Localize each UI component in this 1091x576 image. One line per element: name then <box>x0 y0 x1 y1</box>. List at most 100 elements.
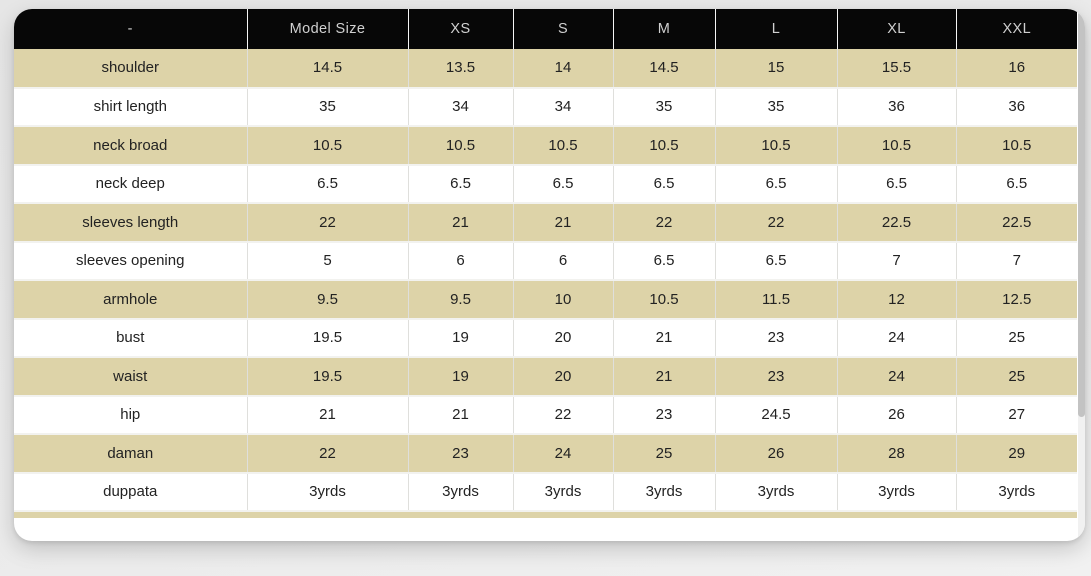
table-cell: 3yrds <box>837 472 957 512</box>
table-cell: 35 <box>247 87 409 127</box>
table-cell: 25 <box>613 434 716 474</box>
table-cell: 3yrds <box>715 472 838 512</box>
table-cell: 23 <box>715 357 838 397</box>
table-cell: 3yrds <box>247 472 409 512</box>
table-cell: 22 <box>715 203 838 243</box>
table-cell: 24 <box>837 318 957 358</box>
table-cell: 10.5 <box>247 126 409 166</box>
table-cell: 20 <box>513 357 614 397</box>
table-cell: 19 <box>408 318 514 358</box>
table-cell: 6.5 <box>956 164 1077 204</box>
table-cell: 34 <box>513 87 614 127</box>
row-label: daman <box>14 434 248 474</box>
row-label: bust <box>14 318 248 358</box>
table-cell: 27 <box>956 395 1077 435</box>
table-cell: 26 <box>715 434 838 474</box>
column-header-xl: XL <box>837 9 957 49</box>
row-label: duppata <box>14 472 248 512</box>
table-row-waist: waist 19.5 19 20 21 23 24 25 <box>14 357 1077 397</box>
table-cell: 23 <box>715 318 838 358</box>
table-cell: 14.5 <box>247 49 409 89</box>
size-chart-scroll-area[interactable]: - Model Size XS S M L XL XXL shoulder 14.5 13.5 14… <box>14 9 1078 541</box>
table-cell: 21 <box>613 357 716 397</box>
table-cell: 24.5 <box>715 395 838 435</box>
row-label: neck broad <box>14 126 248 166</box>
table-cell: 20 <box>513 318 614 358</box>
header-row: - Model Size XS S M L XL XXL <box>14 9 1077 49</box>
table-cell: 21 <box>247 395 409 435</box>
table-cell: 6.5 <box>513 164 614 204</box>
table-cell: 22.5 <box>837 203 957 243</box>
table-cell: 10.5 <box>408 126 514 166</box>
table-cell: 22.5 <box>956 203 1077 243</box>
row-label: neck deep <box>14 164 248 204</box>
table-row-neck-deep: neck deep 6.5 6.5 6.5 6.5 6.5 6.5 6.5 <box>14 164 1077 204</box>
table-cell: 29 <box>956 434 1077 474</box>
table-row-armhole: armhole 9.5 9.5 10 10.5 11.5 12 12.5 <box>14 280 1077 320</box>
vertical-scrollbar-thumb[interactable] <box>1078 11 1085 417</box>
size-chart-table: - Model Size XS S M L XL XXL shoulder 14.5 13.5 14… <box>14 9 1077 512</box>
table-cell: 11.5 <box>715 280 838 320</box>
table-row-shoulder: shoulder 14.5 13.5 14 14.5 15 15.5 16 <box>14 49 1077 89</box>
table-cell: 6.5 <box>837 164 957 204</box>
table-cell: 10.5 <box>837 126 957 166</box>
table-row-neck-broad: neck broad 10.5 10.5 10.5 10.5 10.5 10.5 10.5 <box>14 126 1077 166</box>
table-row-hip: hip 21 21 22 23 24.5 26 27 <box>14 395 1077 435</box>
table-cell: 25 <box>956 318 1077 358</box>
table-cell: 14.5 <box>613 49 716 89</box>
table-cell: 10.5 <box>513 126 614 166</box>
column-header-m: M <box>613 9 716 49</box>
table-cell: 22 <box>247 434 409 474</box>
table-cell: 26 <box>837 395 957 435</box>
column-header-model-size: Model Size <box>247 9 409 49</box>
table-cell: 7 <box>956 241 1077 281</box>
table-cell: 3yrds <box>613 472 716 512</box>
table-cell: 15.5 <box>837 49 957 89</box>
clipped-next-row <box>14 512 1077 518</box>
table-cell: 22 <box>613 203 716 243</box>
table-cell: 6.5 <box>408 164 514 204</box>
row-label: armhole <box>14 280 248 320</box>
column-header-l: L <box>715 9 838 49</box>
table-cell: 9.5 <box>247 280 409 320</box>
table-cell: 19.5 <box>247 357 409 397</box>
table-cell: 6.5 <box>715 164 838 204</box>
table-row-sleeves-length: sleeves length 22 21 21 22 22 22.5 22.5 <box>14 203 1077 243</box>
table-cell: 15 <box>715 49 838 89</box>
table-row-bust: bust 19.5 19 20 21 23 24 25 <box>14 318 1077 358</box>
table-cell: 10.5 <box>613 280 716 320</box>
table-cell: 21 <box>513 203 614 243</box>
size-chart-card: - Model Size XS S M L XL XXL shoulder 14.5 13.5 14… <box>14 9 1085 541</box>
table-cell: 6 <box>513 241 614 281</box>
table-cell: 28 <box>837 434 957 474</box>
table-row-shirt-length: shirt length 35 34 34 35 35 36 36 <box>14 87 1077 127</box>
table-cell: 36 <box>837 87 957 127</box>
table-cell: 22 <box>513 395 614 435</box>
table-cell: 3yrds <box>513 472 614 512</box>
table-cell: 5 <box>247 241 409 281</box>
row-label: sleeves length <box>14 203 248 243</box>
table-cell: 21 <box>408 395 514 435</box>
table-cell: 6.5 <box>613 164 716 204</box>
column-header-blank: - <box>14 9 248 49</box>
table-cell: 35 <box>715 87 838 127</box>
table-cell: 23 <box>613 395 716 435</box>
column-header-s: S <box>513 9 614 49</box>
table-cell: 6.5 <box>613 241 716 281</box>
table-cell: 12.5 <box>956 280 1077 320</box>
table-cell: 6.5 <box>715 241 838 281</box>
table-cell: 12 <box>837 280 957 320</box>
table-header: - Model Size XS S M L XL XXL <box>14 9 1077 49</box>
table-cell: 25 <box>956 357 1077 397</box>
row-label: shoulder <box>14 49 248 89</box>
row-label: shirt length <box>14 87 248 127</box>
table-cell: 24 <box>837 357 957 397</box>
column-header-xs: XS <box>408 9 514 49</box>
table-cell: 10.5 <box>956 126 1077 166</box>
table-cell: 22 <box>247 203 409 243</box>
vertical-scrollbar-track[interactable] <box>1078 9 1085 541</box>
table-cell: 9.5 <box>408 280 514 320</box>
table-cell: 10.5 <box>715 126 838 166</box>
row-label: hip <box>14 395 248 435</box>
table-cell: 24 <box>513 434 614 474</box>
